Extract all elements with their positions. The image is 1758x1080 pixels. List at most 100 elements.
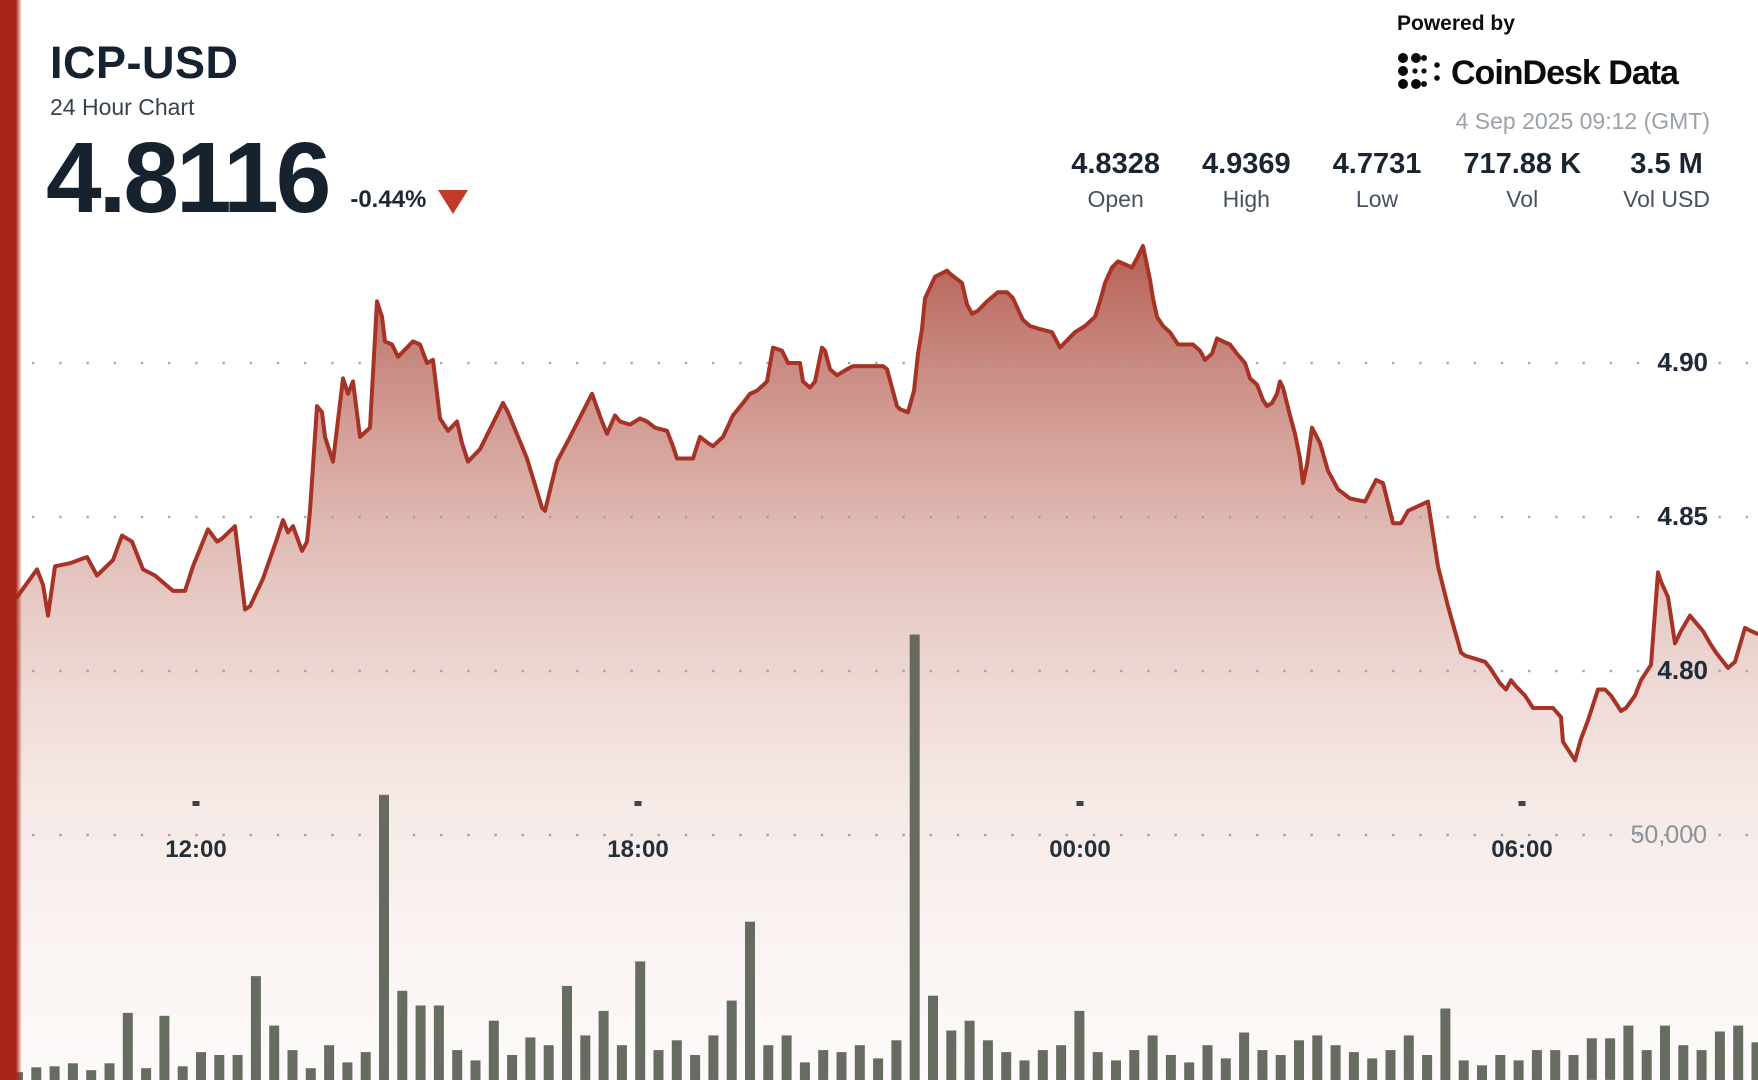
volume-bar [1330,1045,1341,1080]
volume-bar [763,1045,774,1080]
volume-bar [836,1052,847,1080]
volume-bar [964,1020,975,1080]
left-accent-bar [0,0,22,1080]
stat-vol-usd-value: 3.5 M [1630,148,1703,180]
volume-bar [177,1066,188,1080]
volume-bar [1275,1055,1286,1080]
volume-bar [1367,1058,1378,1080]
branding-block: Powered by CoinDesk Data [1397,12,1679,98]
volume-bar [909,634,920,1080]
volume-bar [708,1035,719,1080]
volume-bar [598,1010,609,1080]
volume-bar [1422,1055,1433,1080]
volume-bar [1165,1055,1176,1080]
symbol-title: ICP-USD [50,37,239,88]
volume-bar [1074,1010,1085,1080]
volume-bar [1477,1065,1487,1080]
volume-bar [1001,1052,1012,1080]
ohlc-stats-row: 4.8328 Open 4.9369 High 4.7731 Low 717.8… [1071,148,1710,213]
stat-vol-usd: 3.5 M Vol USD [1623,148,1710,213]
x-axis-time-label: 00:00 [1049,836,1111,863]
volume-bar [507,1055,518,1080]
stat-open: 4.8328 Open [1071,148,1160,213]
stat-vol-usd-label: Vol USD [1623,186,1710,212]
x-axis-tick [634,801,642,806]
volume-bar [1696,1050,1707,1080]
stat-high-value: 4.9369 [1201,148,1291,180]
volume-bar [799,1062,810,1080]
volume-bar [1660,1025,1670,1080]
stat-vol: 717.88 K Vol [1463,148,1581,213]
volume-bar [653,1050,664,1080]
x-axis-tick [1518,801,1526,806]
chart-header: ICP-USD 24 Hour Chart [50,40,239,121]
volume-bar [269,1025,280,1080]
volume-bar [781,1035,792,1080]
volume-bar [397,990,408,1080]
stat-high: 4.9369 High [1202,148,1291,213]
volume-bar [342,1062,353,1080]
volume-bar [214,1055,225,1080]
volume-bar [745,921,755,1080]
volume-bar [1257,1050,1268,1080]
volume-bar [580,1035,591,1080]
volume-bar [122,1012,133,1080]
volume-bar [1440,1008,1451,1080]
volume-bar [1294,1040,1304,1080]
volume-bar [891,1040,902,1080]
volume-bar [250,976,261,1080]
volume-bar [433,1005,444,1080]
x-axis-tick [192,801,200,806]
volume-bar [488,1020,499,1080]
price-change-percent: -0.44% [350,186,427,213]
stat-open-value: 4.8328 [1071,148,1160,180]
current-price: 4.8116 [46,122,331,234]
volume-bar [1678,1045,1689,1080]
volume-bar [196,1052,206,1080]
volume-bar [982,1040,993,1080]
volume-bar [928,995,938,1080]
volume-bar [1111,1060,1121,1080]
volume-bar [1623,1025,1634,1080]
volume-bar [379,794,389,1080]
volume-bar [854,1045,865,1080]
y-axis-price-label: 4.80 [1657,655,1708,685]
powered-by-label: Powered by [1397,12,1515,35]
chart-timestamp: 4 Sep 2025 09:12 (GMT) [1455,108,1710,134]
volume-bar [671,1040,682,1080]
volume-bar [873,1058,884,1080]
volume-bar [1312,1035,1323,1080]
volume-bar [616,1045,627,1080]
volume-bar [1019,1060,1030,1080]
volume-bar [1056,1045,1067,1080]
volume-bar [1586,1038,1597,1080]
volume-bar [1403,1035,1414,1080]
volume-bar [1495,1055,1506,1080]
stat-low-value: 4.7731 [1332,148,1422,180]
volume-bar [360,1052,371,1080]
provider-name: CoinDesk Data [1451,54,1679,92]
stat-open-label: Open [1087,186,1144,212]
volume-bar [452,1050,463,1080]
volume-bar [1129,1050,1140,1080]
volume-bar [1641,1050,1652,1080]
price-row: 4.8116 -0.44% [46,122,469,234]
volume-bar [232,1055,243,1080]
volume-bar [1385,1050,1396,1080]
volume-bar [86,1070,97,1080]
stat-vol-value: 717.88 K [1463,148,1582,180]
volume-bar [470,1060,481,1080]
volume-bar [1147,1035,1158,1080]
coindesk-logo-icon [1397,49,1443,98]
volume-bar [287,1050,298,1080]
volume-bar [1458,1060,1469,1080]
x-axis-time-label: 12:00 [165,836,227,863]
volume-bar [1037,1050,1048,1080]
volume-bar [1348,1052,1359,1080]
volume-bar [690,1055,701,1080]
volume-axis-label: 50,000 [1630,821,1707,849]
volume-bar [324,1045,335,1080]
volume-bar [1092,1052,1103,1080]
volume-bar [1239,1032,1250,1080]
